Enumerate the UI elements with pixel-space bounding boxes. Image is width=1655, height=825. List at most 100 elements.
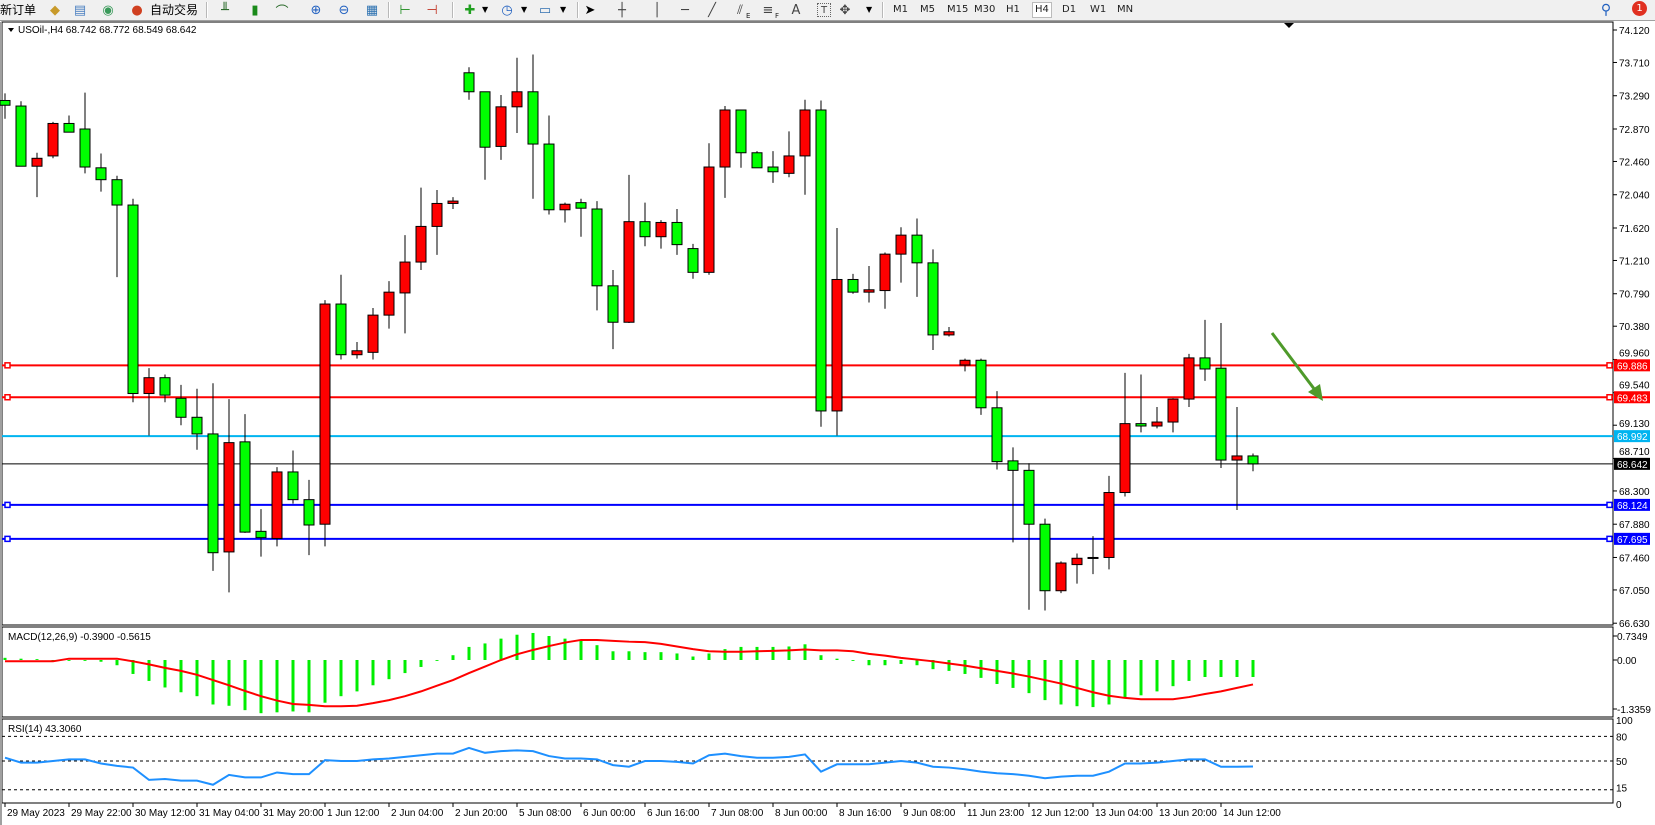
candle-bullish[interactable] <box>719 109 731 168</box>
candle-bearish[interactable] <box>255 530 267 539</box>
bar-chart-icon[interactable]: ╨ <box>221 2 229 18</box>
candle-bearish[interactable] <box>127 204 139 395</box>
cursor-icon[interactable]: ➤ <box>584 2 596 18</box>
candle-bearish[interactable] <box>767 166 779 173</box>
level-anchor-handle[interactable] <box>1606 394 1613 401</box>
horizontal-line-icon[interactable]: ─ <box>681 2 689 18</box>
templates-icon[interactable]: ▭ <box>538 2 552 18</box>
candle-bullish[interactable] <box>559 203 571 211</box>
autoscroll-icon[interactable]: ⊣ <box>426 2 438 18</box>
macd-panel[interactable] <box>1 626 1614 718</box>
candle-bullish[interactable] <box>1087 556 1099 559</box>
tile-windows-icon[interactable]: ▦ <box>365 2 379 18</box>
candle-bearish[interactable] <box>479 91 491 148</box>
candle-bullish[interactable] <box>223 442 235 553</box>
candlestick-chart-icon[interactable]: ▮ <box>251 2 259 18</box>
candle-bearish[interactable] <box>1039 523 1051 592</box>
timeframe-d1[interactable]: D1 <box>1062 4 1077 15</box>
arrow-annotation-line[interactable] <box>1270 332 1320 395</box>
candle-bearish[interactable] <box>575 202 587 209</box>
new-order-button[interactable]: 新订单 <box>0 3 37 17</box>
chevron-down-icon[interactable]: ▼ <box>521 5 528 14</box>
arrows-tool-icon[interactable]: ✥ <box>839 2 851 18</box>
candle-bullish[interactable] <box>1055 562 1067 592</box>
candle-bullish[interactable] <box>879 253 891 292</box>
equidistant-channel-icon[interactable]: ⫽ <box>737 2 743 18</box>
candle-bullish[interactable] <box>143 377 155 395</box>
candle-bearish[interactable] <box>1247 455 1259 465</box>
candle-bullish[interactable] <box>415 225 427 263</box>
candle-bearish[interactable] <box>79 128 91 168</box>
line-chart-icon[interactable]: ⌒ <box>275 4 289 20</box>
candle-bullish[interactable] <box>47 122 59 157</box>
candle-bearish[interactable] <box>927 262 939 336</box>
candle-bearish[interactable] <box>1023 469 1035 525</box>
fibonacci-icon[interactable]: ≡ <box>762 2 774 18</box>
candle-bearish[interactable] <box>991 407 1003 463</box>
candle-bearish[interactable] <box>175 397 187 418</box>
candle-bullish[interactable] <box>799 109 811 157</box>
indicators-icon[interactable]: ✚ <box>464 2 476 18</box>
candle-bearish[interactable] <box>975 359 987 409</box>
candle-bearish[interactable] <box>303 499 315 526</box>
candle-bearish[interactable] <box>1215 367 1227 461</box>
level-anchor-handle[interactable] <box>4 394 11 401</box>
candle-bullish[interactable] <box>1103 492 1115 558</box>
crosshair-icon[interactable]: ┼ <box>618 2 626 18</box>
chevron-down-icon[interactable]: ▼ <box>482 5 489 14</box>
candle-bullish[interactable] <box>655 221 667 238</box>
candle-bullish[interactable] <box>1183 357 1195 400</box>
candle-bearish[interactable] <box>111 179 123 206</box>
candle-bullish[interactable] <box>495 106 507 147</box>
collapse-triangle-icon[interactable] <box>8 28 14 32</box>
candle-bullish[interactable] <box>959 359 971 366</box>
level-anchor-handle[interactable] <box>4 362 11 369</box>
text-label-tool-icon[interactable]: T <box>817 3 831 17</box>
candle-bullish[interactable] <box>383 291 395 316</box>
candle-bullish[interactable] <box>943 331 955 336</box>
candle-bullish[interactable] <box>895 234 907 255</box>
candle-bearish[interactable] <box>815 109 827 412</box>
candle-bullish[interactable] <box>399 261 411 294</box>
candle-bearish[interactable] <box>1199 357 1211 370</box>
candle-bullish[interactable] <box>1231 455 1243 461</box>
candle-bearish[interactable] <box>687 248 699 273</box>
level-anchor-handle[interactable] <box>1606 362 1613 369</box>
candle-bearish[interactable] <box>15 105 27 167</box>
timeframe-h1[interactable]: H1 <box>1006 4 1020 15</box>
timeframe-w1[interactable]: W1 <box>1090 4 1107 15</box>
search-icon[interactable]: ⚲ <box>1600 2 1612 18</box>
auto-trading-icon[interactable]: ● <box>131 2 143 18</box>
candle-bearish[interactable] <box>543 143 555 211</box>
candle-bearish[interactable] <box>639 221 651 238</box>
candle-bullish[interactable] <box>703 166 715 273</box>
candle-bearish[interactable] <box>239 441 251 533</box>
candle-bearish[interactable] <box>63 122 75 133</box>
candle-bearish[interactable] <box>911 234 923 264</box>
chart-shift-marker-icon[interactable] <box>1284 23 1294 28</box>
market-watch-icon[interactable]: ▤ <box>73 2 87 18</box>
candle-bullish[interactable] <box>31 157 43 167</box>
candle-bullish[interactable] <box>1167 398 1179 423</box>
candle-bullish[interactable] <box>1071 557 1083 566</box>
candle-bullish[interactable] <box>1119 423 1131 494</box>
chart-shift-icon[interactable]: ⊢ <box>399 2 411 18</box>
metaeditor-icon[interactable]: ◆ <box>50 2 60 18</box>
candle-bearish[interactable] <box>95 167 107 181</box>
periods-clock-icon[interactable]: ◷ <box>501 2 513 18</box>
candle-bearish[interactable] <box>527 91 539 145</box>
candle-bullish[interactable] <box>1151 421 1163 427</box>
zoom-out-icon[interactable]: ⊖ <box>338 2 350 18</box>
candle-bullish[interactable] <box>319 303 331 525</box>
candle-bearish[interactable] <box>591 208 603 287</box>
timeframe-h4[interactable]: H4 <box>1032 2 1052 18</box>
timeframe-m15[interactable]: M15 <box>947 4 969 15</box>
timeframe-m5[interactable]: M5 <box>920 4 935 15</box>
candle-bullish[interactable] <box>511 91 523 108</box>
auto-trading-button[interactable]: 自动交易 <box>150 3 199 17</box>
timeframe-m1[interactable]: M1 <box>893 4 908 15</box>
chevron-down-icon[interactable]: ▼ <box>560 5 567 14</box>
candle-bullish[interactable] <box>351 350 363 356</box>
trendline-icon[interactable]: ╱ <box>708 2 716 18</box>
candle-bearish[interactable] <box>335 303 347 356</box>
